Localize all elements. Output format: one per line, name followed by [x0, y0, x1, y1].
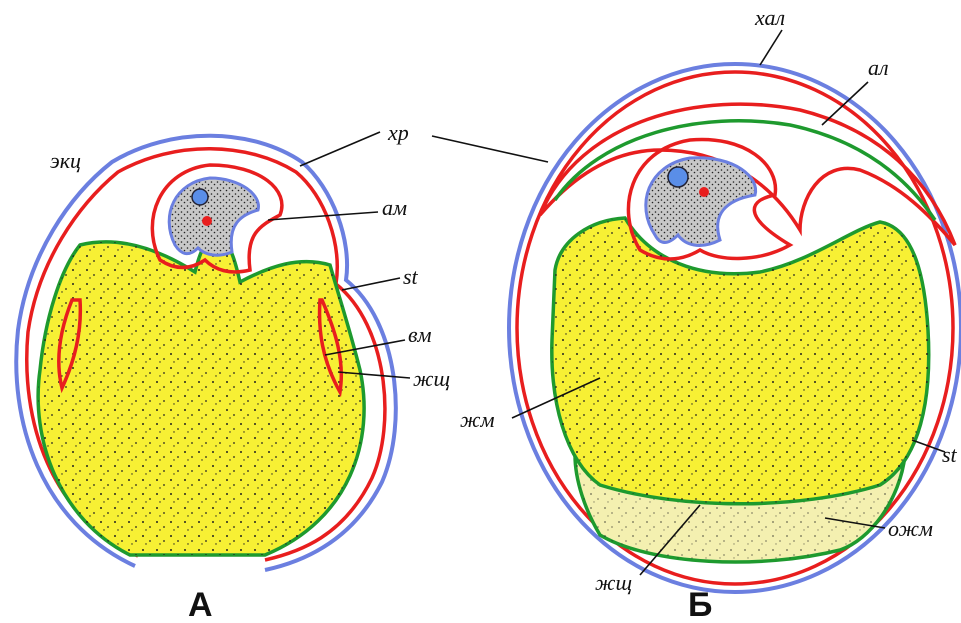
label: st	[942, 442, 958, 467]
pointer	[760, 30, 782, 65]
diagram: экц ам st вм жщ А хр хал ал жм st ожм жщ…	[0, 0, 961, 623]
red-dot	[699, 187, 709, 197]
embryo	[646, 158, 756, 246]
yolk-texture	[552, 218, 929, 504]
label: ам	[382, 195, 407, 220]
label: вм	[408, 322, 432, 347]
embryo	[169, 178, 258, 255]
label: жщ	[413, 366, 450, 391]
blue-dot	[668, 167, 688, 187]
label: экц	[50, 148, 81, 173]
pointer	[300, 132, 380, 166]
panel-a: экц ам st вм жщ А	[16, 132, 450, 623]
red-dot	[202, 216, 212, 226]
pointer	[268, 212, 378, 220]
yolk-texture	[38, 235, 364, 555]
label: ожм	[888, 516, 933, 541]
pointer	[432, 136, 548, 162]
label: ал	[868, 55, 889, 80]
panel-title: Б	[688, 586, 712, 623]
panel-b: хал ал жм st ожм жщ Б	[460, 5, 961, 623]
label: хр	[387, 120, 409, 145]
panel-title: А	[188, 586, 213, 623]
label: st	[403, 264, 419, 289]
label: жщ	[595, 570, 632, 595]
blue-dot	[192, 189, 208, 205]
label: жм	[460, 407, 495, 432]
label: хал	[754, 5, 785, 30]
